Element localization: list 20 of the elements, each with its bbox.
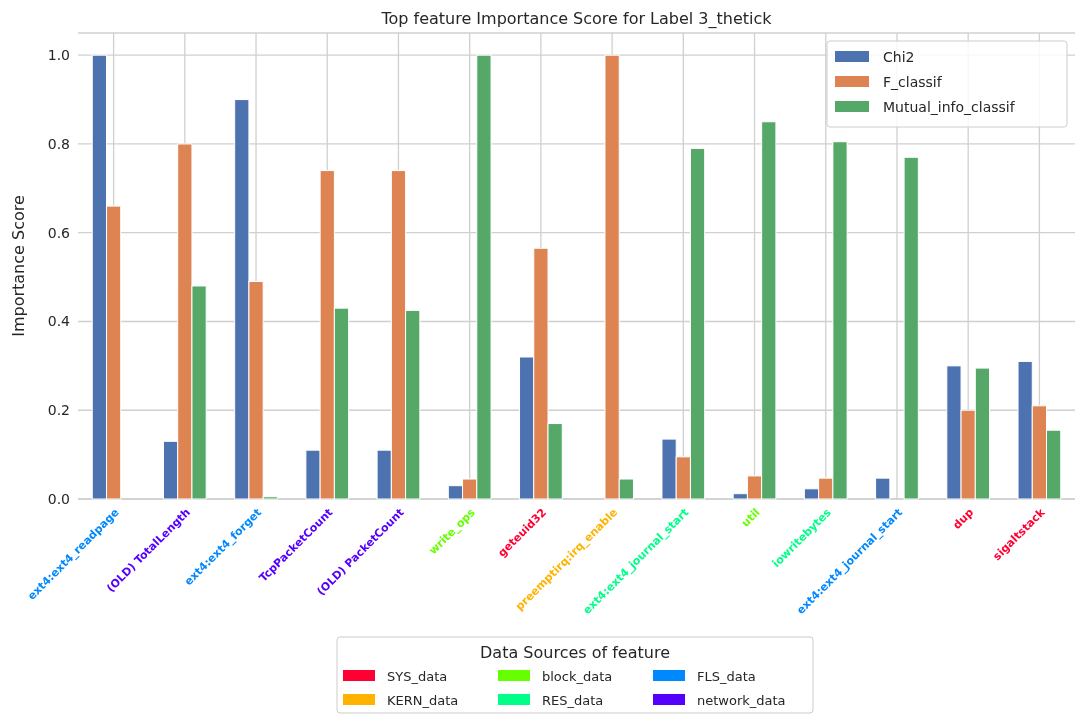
chart-title: Top feature Importance Score for Label 3_thetick [380, 9, 773, 29]
text: network_data [697, 692, 786, 708]
y-tick-label: 0.2 [47, 402, 70, 419]
text: Data Sources of feature [480, 643, 670, 662]
legend-label: Chi2 [883, 48, 915, 65]
y-tick-label: 0.8 [47, 135, 70, 152]
text: FLS_data [697, 668, 756, 684]
text: KERN_data [387, 692, 459, 708]
bar [875, 477, 891, 500]
text: RES_data [542, 692, 604, 708]
y-tick-label: 1.0 [47, 47, 70, 64]
text: block_data [542, 668, 613, 684]
text: SYS_data [387, 668, 448, 684]
legend-label: Mutual_info_classif [883, 98, 1016, 115]
y-tick-label: 0.0 [47, 490, 70, 507]
y-tick-label: 0.6 [47, 224, 71, 241]
y-tick-label: 0.4 [47, 313, 71, 330]
bar [903, 156, 919, 500]
legend-label: F_classif [883, 73, 943, 90]
y-axis-title: Importance Score [9, 195, 28, 337]
